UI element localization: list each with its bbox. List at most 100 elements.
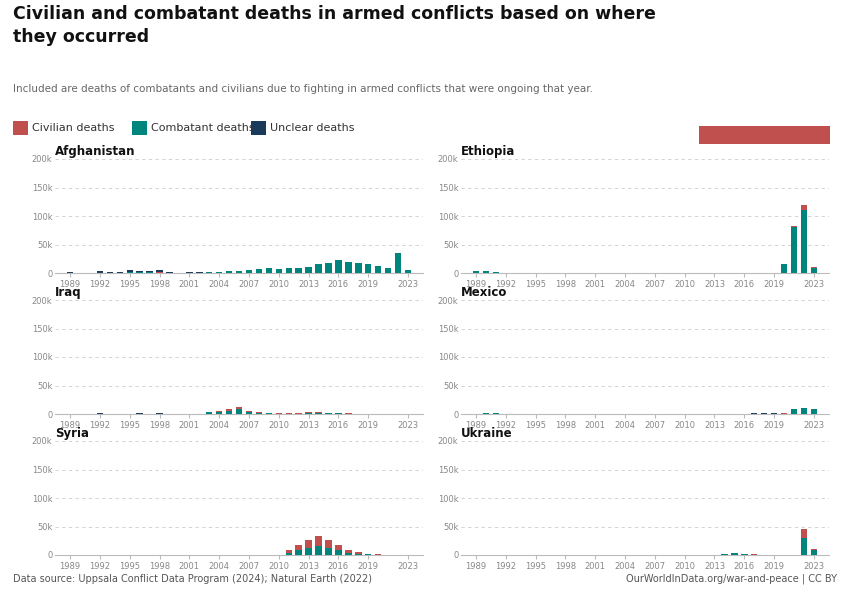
Bar [345,272,352,273]
Text: Ethiopia: Ethiopia [461,145,515,158]
Bar [216,412,223,414]
Bar [305,548,312,555]
Bar [801,529,807,538]
Bar [305,413,312,414]
Bar [296,550,302,555]
Bar [286,268,292,273]
Bar [326,272,332,273]
Text: Data source: Uppsala Conflict Data Program (2024); Natural Earth (2022): Data source: Uppsala Conflict Data Progr… [13,574,371,584]
Bar [385,268,391,273]
Bar [790,227,797,273]
Bar [405,270,411,273]
Bar [801,409,807,414]
Bar [394,253,401,273]
Bar [315,412,322,413]
Bar [355,552,361,554]
Bar [801,413,807,414]
Text: Unclear deaths: Unclear deaths [270,123,354,133]
Bar [246,271,252,273]
Text: Mexico: Mexico [461,286,507,299]
Bar [801,205,807,210]
Bar [286,553,292,555]
Bar [483,271,490,273]
Bar [315,265,322,273]
Bar [226,271,232,273]
Bar [355,272,361,273]
Bar [206,412,212,414]
Bar [315,271,322,273]
Bar [493,272,499,273]
Text: Iraq: Iraq [55,286,82,299]
Bar [137,271,143,273]
Bar [326,553,332,555]
Bar [741,554,747,555]
Bar [226,409,232,410]
Bar [246,270,252,273]
Bar [246,412,252,414]
Bar [296,268,302,273]
Bar [473,271,479,273]
Text: Included are deaths of combatants and civilians due to fighting in armed conflic: Included are deaths of combatants and ci… [13,84,592,94]
Bar [721,554,728,555]
Text: Civilian and combatant deaths in armed conflicts based on where
they occurred: Civilian and combatant deaths in armed c… [13,5,655,46]
Bar [132,121,147,135]
Bar [97,413,103,414]
Bar [355,554,361,555]
Text: Our World
in Data: Our World in Data [731,50,798,79]
Bar [275,271,282,273]
Bar [335,545,342,550]
Bar [345,553,352,555]
Bar [355,263,361,273]
Bar [256,269,262,273]
Bar [286,271,292,273]
Bar [731,553,738,555]
Bar [216,272,223,273]
Bar [146,272,153,273]
Bar [235,271,242,273]
Bar [256,413,262,414]
Bar [811,409,817,414]
Bar [315,536,322,547]
Bar [375,266,382,273]
Bar [156,413,163,414]
Bar [296,554,302,555]
Bar [216,410,223,412]
Bar [127,270,133,273]
Bar [305,412,312,413]
Bar [296,271,302,273]
Bar [781,413,787,414]
Bar [335,554,342,555]
Bar [305,272,312,273]
Bar [266,270,272,273]
Bar [13,121,28,135]
Bar [790,413,797,414]
Bar [156,272,163,273]
Bar [335,550,342,555]
Bar [235,409,242,414]
Bar [335,272,342,273]
Bar [206,272,212,273]
Bar [226,272,232,273]
Bar [326,539,332,548]
Text: Syria: Syria [55,427,89,440]
Bar [699,125,830,144]
Bar [365,265,371,273]
Bar [106,272,113,273]
Bar [216,272,223,273]
Bar [811,549,817,550]
Bar [335,260,342,273]
Text: Combatant deaths: Combatant deaths [151,123,255,133]
Bar [296,545,302,550]
Bar [801,538,807,555]
Bar [156,270,163,273]
Bar [305,553,312,555]
Bar [256,270,262,273]
Bar [326,548,332,555]
Bar [246,411,252,412]
Bar [345,550,352,553]
Bar [326,263,332,273]
Bar [315,413,322,414]
Bar [235,271,242,273]
Bar [305,539,312,548]
Bar [781,265,787,273]
